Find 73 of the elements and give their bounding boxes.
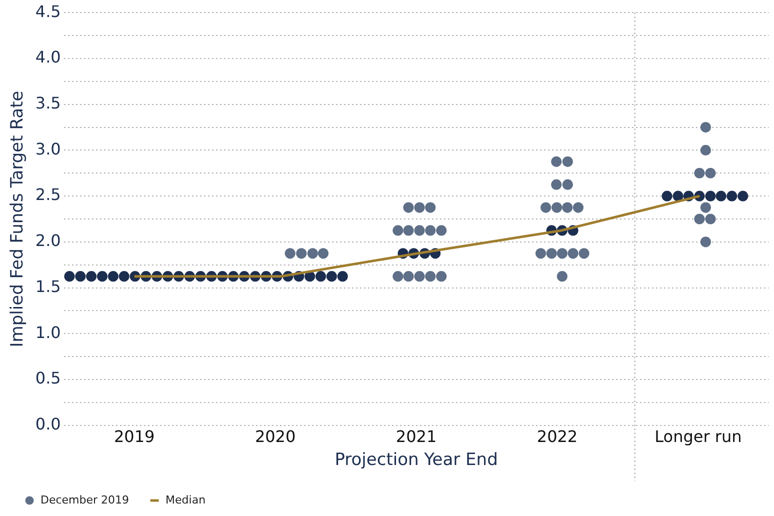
point [296,248,307,259]
legend-label: December 2019 [40,493,130,506]
y-tick-label: 0.5 [35,368,61,388]
point [337,271,348,282]
y-tick-label: 3.5 [35,93,61,112]
point [392,271,404,282]
x-tick-label: 2021 [396,427,437,446]
point [562,179,573,190]
x-axis-title: Projection Year End [334,450,498,470]
point [540,202,552,213]
point [318,248,329,259]
legend-label: Median [166,493,206,506]
point [425,202,436,213]
point [568,248,578,259]
y-tick-label: 1.0 [35,322,61,342]
y-tick-label: 3.0 [35,139,61,158]
y-tick-label: 4.0 [35,48,61,67]
point [700,202,711,213]
point [436,225,447,236]
point [551,179,562,190]
point [700,144,711,156]
point [425,271,436,282]
x-tick-label: 2022 [536,427,578,446]
point [403,271,414,282]
point [75,271,86,282]
point [700,122,711,133]
point [552,202,562,213]
point [284,248,296,259]
y-tick-label: 0.0 [35,414,61,434]
point [705,190,716,202]
point [315,271,326,282]
point [307,248,318,259]
point [562,202,573,213]
point [705,168,716,178]
y-tick-label: 1.5 [35,276,61,296]
point [662,190,672,202]
point [414,225,425,236]
point [414,271,425,282]
y-axis-title: Implied Fed Funds Target Rate [8,90,28,348]
point [738,190,748,202]
point [705,214,716,224]
point [562,156,573,167]
point [86,271,97,282]
point [64,271,75,282]
point [694,214,705,224]
y-tick-label: 2.5 [35,185,61,204]
point [716,190,726,202]
point [535,248,546,259]
point [326,271,337,282]
point [556,271,568,282]
point [551,156,562,167]
point [414,202,425,213]
point [425,225,436,236]
point [700,236,711,248]
x-tick-label: 2020 [254,427,296,446]
x-tick-label: Longer run [654,427,742,446]
point [726,190,738,202]
point [108,271,118,282]
point [672,190,684,202]
x-tick-label: 2019 [114,427,155,446]
y-tick-label: 2.0 [35,231,61,250]
point [694,168,705,178]
point [96,271,108,282]
point [436,271,447,282]
point [118,271,130,282]
point [403,202,414,213]
point [392,225,404,236]
y-tick-label: 4.5 [35,2,61,21]
point [572,202,584,213]
point [578,248,590,259]
point [403,225,414,236]
point [546,248,557,259]
point [556,248,568,259]
